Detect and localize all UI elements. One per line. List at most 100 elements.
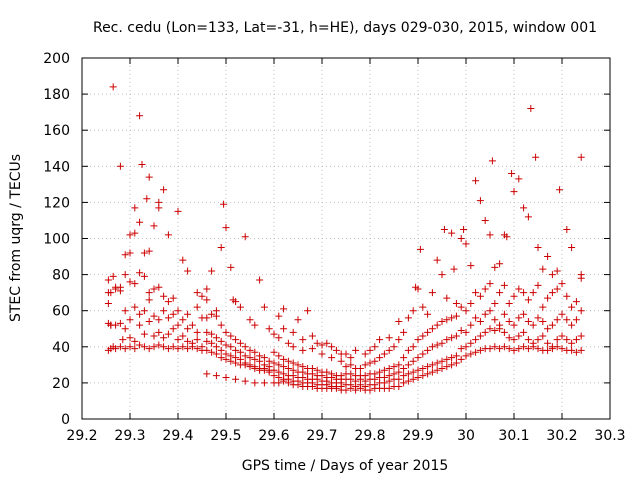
data-point: [222, 373, 230, 381]
data-point: [121, 271, 129, 279]
x-tick-labels: 29.2 29.3 29.4 29.5 29.6 29.7 29.8 29.9 30 30.1 30…: [66, 428, 625, 444]
data-point: [275, 352, 283, 360]
data-point: [558, 345, 566, 353]
data-point: [347, 354, 355, 362]
x-tick-label: 29.7: [306, 428, 337, 444]
data-point: [174, 307, 182, 315]
data-point: [284, 339, 292, 347]
data-point: [294, 316, 302, 324]
data-point: [174, 345, 182, 353]
data-point: [481, 328, 489, 336]
data-point: [256, 276, 264, 284]
data-point: [505, 318, 513, 326]
data-point: [260, 379, 268, 387]
data-point: [371, 357, 379, 365]
data-point: [212, 307, 220, 315]
data-point: [419, 332, 427, 340]
data-point: [337, 357, 345, 365]
data-point: [572, 348, 580, 356]
data-point: [428, 368, 436, 376]
data-point: [505, 299, 513, 307]
data-point: [510, 346, 518, 354]
data-point: [534, 345, 542, 353]
data-point: [308, 364, 316, 372]
data-point: [222, 224, 230, 232]
data-point: [121, 251, 129, 259]
data-point: [457, 303, 465, 311]
x-tick-label: 29.5: [210, 428, 241, 444]
data-point: [486, 280, 494, 288]
data-point: [409, 368, 417, 376]
data-point: [222, 341, 230, 349]
x-tick-label: 29.2: [66, 428, 97, 444]
data-point: [419, 350, 427, 358]
x-tick-label: 30: [457, 428, 475, 444]
data-point: [496, 321, 504, 329]
data-point: [380, 366, 388, 374]
data-point: [169, 325, 177, 333]
data-point: [452, 312, 460, 320]
data-point: [179, 316, 187, 324]
data-point: [376, 354, 384, 362]
data-point: [318, 341, 326, 349]
data-point: [193, 345, 201, 353]
data-point: [462, 240, 470, 248]
data-point: [452, 332, 460, 340]
data-point: [390, 363, 398, 371]
data-point: [140, 249, 148, 257]
data-point: [193, 328, 201, 336]
data-point: [328, 343, 336, 351]
data-point: [308, 345, 316, 353]
x-tick-label: 29.9: [402, 428, 433, 444]
y-tick-label: 100: [43, 232, 70, 248]
data-point: [193, 289, 201, 297]
data-point: [299, 363, 307, 371]
data-point: [385, 334, 393, 342]
data-point: [145, 247, 153, 255]
data-point: [164, 330, 172, 338]
y-tick-label: 60: [52, 304, 70, 320]
data-point: [515, 314, 523, 322]
data-point: [328, 370, 336, 378]
data-point: [544, 346, 552, 354]
data-point: [246, 316, 254, 324]
data-point: [524, 213, 532, 221]
x-tick-label: 30.3: [594, 428, 625, 444]
data-point: [126, 334, 134, 342]
data-point: [150, 222, 158, 230]
data-point: [486, 231, 494, 239]
data-point: [126, 343, 134, 351]
data-point: [193, 303, 201, 311]
data-point: [284, 364, 292, 372]
data-point: [270, 366, 278, 374]
data-point: [476, 197, 484, 205]
data-point: [390, 370, 398, 378]
data-point: [438, 357, 446, 365]
data-point: [208, 330, 216, 338]
data-point: [260, 361, 268, 369]
data-point: [553, 336, 561, 344]
data-point: [188, 339, 196, 347]
data-point: [280, 305, 288, 313]
data-point: [424, 370, 432, 378]
y-tick-label: 200: [43, 51, 70, 67]
data-point: [424, 328, 432, 336]
data-point: [443, 363, 451, 371]
data-point: [203, 314, 211, 322]
data-point: [136, 218, 144, 226]
data-point: [505, 334, 513, 342]
data-point: [179, 256, 187, 264]
data-point: [443, 294, 451, 302]
x-axis-label: GPS time / Days of year 2015: [242, 458, 449, 474]
data-point: [198, 292, 206, 300]
data-point: [208, 339, 216, 347]
data-point: [476, 318, 484, 326]
data-point: [241, 377, 249, 385]
data-point: [280, 370, 288, 378]
data-point: [472, 336, 480, 344]
data-point: [208, 348, 216, 356]
data-point: [563, 292, 571, 300]
data-point: [347, 370, 355, 378]
data-point: [527, 105, 535, 113]
data-point: [438, 364, 446, 372]
